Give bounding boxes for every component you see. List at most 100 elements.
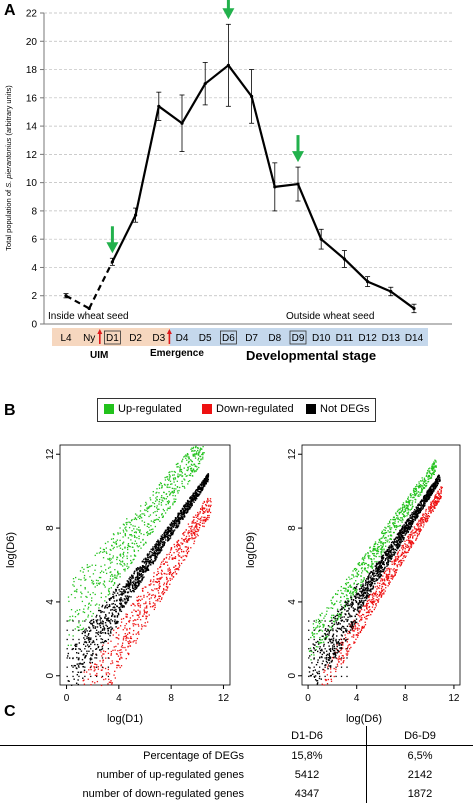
notdeg-point xyxy=(127,591,130,593)
up-point xyxy=(351,577,353,580)
up-point xyxy=(423,487,425,490)
up-point xyxy=(414,490,416,493)
up-point xyxy=(377,550,380,553)
down-point xyxy=(173,551,175,554)
up-point xyxy=(191,450,194,452)
notdeg-point xyxy=(201,487,204,489)
up-point xyxy=(96,552,98,554)
up-point xyxy=(158,516,160,519)
down-point xyxy=(398,560,400,562)
notdeg-point xyxy=(404,525,406,528)
down-point xyxy=(371,593,374,595)
up-point xyxy=(334,602,336,605)
up-point xyxy=(396,525,398,527)
notdeg-point xyxy=(409,519,411,522)
up-point xyxy=(156,499,158,501)
notdeg-point xyxy=(380,575,382,577)
notdeg-point xyxy=(101,675,104,678)
up-point xyxy=(369,550,371,552)
notdeg-point xyxy=(195,496,197,499)
down-point xyxy=(180,562,183,565)
down-point xyxy=(176,546,178,548)
up-point xyxy=(374,561,376,563)
notdeg-point xyxy=(95,632,97,634)
notdeg-point xyxy=(127,584,130,587)
notdeg-point xyxy=(94,657,96,659)
up-point xyxy=(200,448,202,450)
up-point xyxy=(84,605,86,607)
up-point xyxy=(380,541,382,543)
up-point xyxy=(340,600,342,602)
down-point xyxy=(386,574,388,576)
notdeg-point xyxy=(78,666,80,668)
down-point xyxy=(122,639,125,641)
notdeg-point xyxy=(329,640,332,642)
notdeg-point xyxy=(72,620,74,622)
notdeg-point xyxy=(192,494,194,496)
down-point xyxy=(163,558,165,561)
notdeg-point xyxy=(380,566,382,569)
down-point xyxy=(154,606,156,609)
notdeg-point xyxy=(90,619,93,622)
notdeg-point xyxy=(98,623,100,625)
up-point xyxy=(142,538,144,541)
up-point xyxy=(176,486,179,488)
up-point xyxy=(79,609,81,611)
down-point xyxy=(158,587,160,590)
notdeg-point xyxy=(350,596,352,599)
notdeg-point xyxy=(379,572,381,574)
up-point xyxy=(119,532,121,534)
notdeg-point xyxy=(77,679,79,681)
up-point xyxy=(407,507,409,510)
down-point xyxy=(391,575,393,577)
notdeg-point xyxy=(339,609,342,611)
notdeg-point xyxy=(193,501,195,503)
down-point xyxy=(149,606,152,608)
notdeg-point xyxy=(158,550,160,552)
down-point xyxy=(154,595,157,597)
notdeg-point xyxy=(66,657,68,659)
notdeg-point xyxy=(87,639,90,641)
up-point xyxy=(103,550,105,553)
legend-down: Down-regulated xyxy=(202,403,294,415)
up-point xyxy=(116,563,118,565)
notdeg-point xyxy=(112,591,115,593)
notdeg-point xyxy=(100,621,102,623)
notdeg-point xyxy=(101,604,104,607)
notdeg-point xyxy=(140,568,142,570)
notdeg-point xyxy=(106,627,109,630)
down-point xyxy=(408,537,410,540)
up-point xyxy=(408,508,410,511)
down-point xyxy=(422,513,424,515)
down-point xyxy=(324,678,327,681)
up-point xyxy=(156,507,158,509)
down-point xyxy=(323,684,325,686)
data-point xyxy=(412,306,416,311)
up-point xyxy=(392,516,395,518)
up-point xyxy=(133,550,136,552)
down-point xyxy=(169,556,171,558)
notdeg-point xyxy=(148,562,151,564)
down-point xyxy=(325,679,328,681)
notdeg-point xyxy=(123,586,126,588)
down-point xyxy=(160,572,162,574)
down-point xyxy=(347,646,349,649)
up-point xyxy=(75,590,77,592)
notdeg-point xyxy=(168,538,170,541)
notdeg-point xyxy=(340,634,343,636)
up-point xyxy=(143,524,146,526)
down-point xyxy=(380,587,383,590)
notdeg-point xyxy=(115,594,117,597)
notdeg-point xyxy=(160,546,162,549)
down-point xyxy=(187,523,190,525)
down-point xyxy=(420,524,422,527)
notdeg-point xyxy=(115,589,117,591)
up-point xyxy=(191,447,193,449)
notdeg-point xyxy=(166,536,169,539)
up-point xyxy=(371,558,373,561)
notdeg-point xyxy=(159,550,162,552)
up-point xyxy=(78,626,80,628)
up-point xyxy=(378,555,380,558)
notdeg-point xyxy=(135,583,137,585)
notdeg-point xyxy=(375,573,378,575)
